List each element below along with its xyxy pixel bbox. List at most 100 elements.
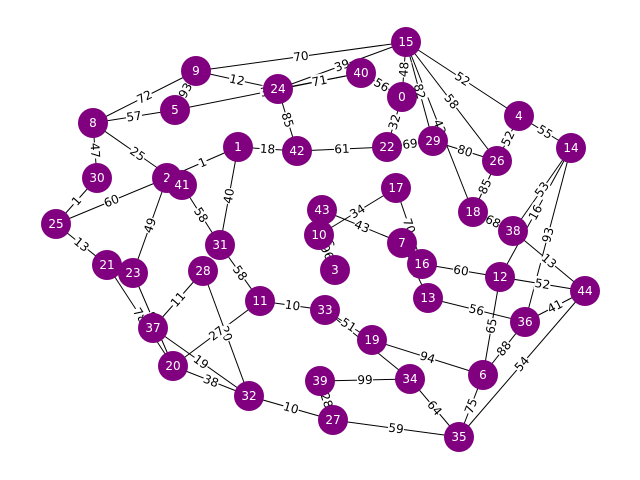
node-circle bbox=[310, 295, 340, 325]
edge-label-32-27: 10 bbox=[281, 399, 301, 417]
edge-weight-label: 94 bbox=[418, 349, 437, 367]
node-circle bbox=[346, 58, 376, 88]
node-24: 24 bbox=[263, 74, 293, 104]
node-label: 3 bbox=[331, 263, 339, 277]
edge-label-background bbox=[70, 234, 93, 255]
node-15: 15 bbox=[391, 27, 421, 57]
edge-label-11-33: 10 bbox=[283, 297, 302, 314]
edge-label-background bbox=[356, 372, 374, 388]
edge-label-19-6: 94 bbox=[417, 348, 438, 367]
node-circle bbox=[381, 173, 411, 203]
node-label: 29 bbox=[425, 134, 440, 148]
node-circle bbox=[282, 136, 312, 166]
node-0: 0 bbox=[387, 82, 417, 112]
edge-weight-label: 41 bbox=[545, 297, 565, 316]
edge-label-31-11: 58 bbox=[229, 262, 251, 284]
node-circle bbox=[372, 132, 402, 162]
node-label: 5 bbox=[171, 103, 179, 117]
node-circle bbox=[413, 283, 443, 313]
edge-label-background bbox=[190, 351, 212, 373]
edge-weight-label: 16 bbox=[526, 202, 546, 222]
node-42: 42 bbox=[282, 136, 312, 166]
node-label: 25 bbox=[48, 217, 63, 231]
edge-weight-label: 51 bbox=[338, 315, 358, 335]
edge-weight-label: 75 bbox=[462, 396, 481, 415]
node-label: 36 bbox=[517, 315, 532, 329]
node-label: 9 bbox=[192, 64, 200, 78]
node-11: 11 bbox=[245, 286, 275, 316]
edge-label-27-35: 59 bbox=[387, 420, 405, 437]
node-label: 17 bbox=[388, 181, 403, 195]
edge-label-14-36: 93 bbox=[539, 225, 557, 245]
edge-weight-label: 72 bbox=[135, 87, 155, 106]
node-20: 20 bbox=[158, 351, 188, 381]
edge-weight-label: 68 bbox=[483, 212, 503, 231]
edge-label-9-15: 70 bbox=[292, 48, 310, 65]
edge-label-background bbox=[227, 71, 247, 89]
edge-label-42-22: 61 bbox=[333, 141, 351, 157]
node-circle bbox=[444, 422, 474, 452]
edge-weight-label: 60 bbox=[102, 192, 121, 211]
edge-weight-label: 69 bbox=[402, 136, 419, 152]
edge-weight-label: 13 bbox=[539, 251, 560, 272]
edge-label-background bbox=[126, 143, 149, 165]
edge-label-38-44: 13 bbox=[538, 250, 560, 272]
node-circle bbox=[92, 250, 122, 280]
edge-label-background bbox=[498, 128, 518, 149]
edge-label-18-38: 68 bbox=[482, 211, 504, 232]
edge-label-39-34: 99 bbox=[356, 372, 374, 388]
node-circle bbox=[205, 230, 235, 260]
node-circle bbox=[304, 220, 334, 250]
edge-weight-label: 11 bbox=[168, 289, 189, 310]
edge-weight-label: 18 bbox=[259, 141, 275, 156]
edge-label-6-36: 88 bbox=[493, 337, 515, 360]
node-label: 6 bbox=[479, 368, 487, 382]
edge-label-25-2: 60 bbox=[101, 191, 122, 211]
node-40: 40 bbox=[346, 58, 376, 88]
node-circle bbox=[234, 381, 264, 411]
node-label: 1 bbox=[234, 140, 242, 154]
edge-weight-label: 58 bbox=[230, 263, 250, 284]
edge-label-36-44: 41 bbox=[544, 296, 566, 317]
node-circle bbox=[158, 351, 188, 381]
edge-label-background bbox=[441, 90, 462, 113]
node-21: 21 bbox=[92, 250, 122, 280]
node-circle bbox=[510, 307, 540, 337]
edge-label-13-36: 56 bbox=[467, 301, 486, 319]
edge-weight-label: 32 bbox=[386, 113, 404, 132]
edge-label-background bbox=[281, 399, 301, 417]
edge-label-1-31: 40 bbox=[220, 186, 238, 206]
edge-weight-label: 58 bbox=[441, 91, 461, 112]
edge-label-background bbox=[283, 297, 302, 314]
node-label: 10 bbox=[311, 228, 326, 242]
edge-label-background bbox=[475, 176, 495, 197]
edge-label-1-42: 18 bbox=[259, 141, 276, 157]
node-circle bbox=[418, 126, 448, 156]
edge-weight-label: 93 bbox=[176, 80, 196, 100]
edge-label-40-0: 56 bbox=[371, 74, 392, 96]
edge-label-43-7: 43 bbox=[351, 216, 373, 237]
node-circle bbox=[223, 132, 253, 162]
edge-weight-label: 60 bbox=[452, 262, 469, 278]
node-circle bbox=[498, 216, 528, 246]
node-circle bbox=[245, 286, 275, 316]
node-circle bbox=[320, 255, 350, 285]
node-9: 9 bbox=[181, 56, 211, 86]
node-circle bbox=[118, 258, 148, 288]
node-circle bbox=[395, 364, 425, 394]
edge-weight-label: 85 bbox=[475, 177, 494, 197]
node-14: 14 bbox=[556, 133, 586, 163]
edge-label-background bbox=[278, 110, 297, 130]
node-circle bbox=[307, 195, 337, 225]
node-circle bbox=[570, 276, 600, 306]
edge-label-background bbox=[525, 202, 546, 223]
edge-label-background bbox=[190, 204, 212, 226]
edge-weight-label: 49 bbox=[141, 216, 159, 235]
edge-weight-label: 40 bbox=[221, 187, 238, 205]
edge-label-2-23: 49 bbox=[140, 215, 160, 236]
edge-weight-label: 10 bbox=[284, 298, 301, 314]
edge-label-4-14: 55 bbox=[534, 121, 556, 143]
edge-label-background bbox=[387, 420, 405, 437]
